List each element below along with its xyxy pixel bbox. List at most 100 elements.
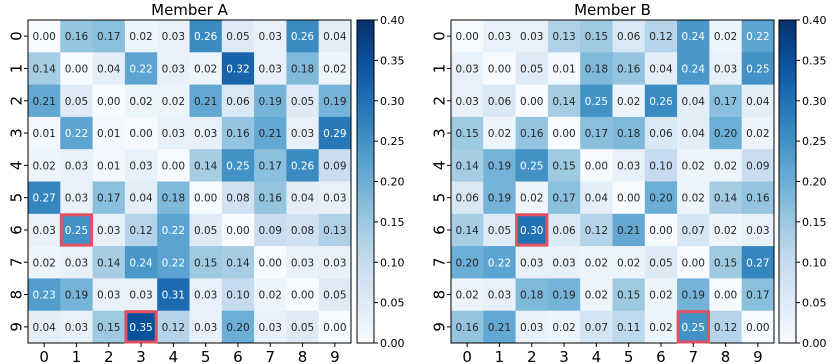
heatmap-cell (451, 84, 484, 118)
cell-value-label: 0.05 (323, 290, 346, 302)
heatmap-cell (28, 246, 61, 279)
cell-value-label: 0.22 (162, 225, 185, 237)
heatmap-panel-member-b: Member B 0.00 0.03 0.03 0.13 0.15 0.06 0.12 0.24… (431, 1, 827, 364)
cell-value-label: 0.03 (194, 322, 217, 334)
heatmap-cell (580, 181, 613, 215)
cell-value-label: 0.02 (617, 257, 640, 269)
y-tick-label: 0 (431, 31, 449, 41)
heatmap-cell (254, 20, 287, 53)
heatmap-cell (580, 278, 613, 312)
cell-value-label: 0.04 (129, 193, 153, 205)
heatmap-cell (124, 52, 158, 85)
heatmap-cell (547, 116, 581, 150)
cell-value-label: 0.15 (97, 322, 120, 334)
heatmap-cell (612, 84, 646, 118)
cell-value-label: 0.13 (552, 31, 575, 43)
cell-value-label: 0.05 (226, 31, 249, 43)
heatmap-cell (286, 181, 320, 215)
heatmap-cell (547, 52, 581, 85)
heatmap-cell (157, 52, 190, 85)
cell-value-label: 0.00 (162, 160, 185, 172)
cell-value-label: 0.01 (32, 128, 55, 140)
heatmap-cell (644, 52, 678, 85)
cell-value-label: 0.25 (226, 160, 249, 172)
heatmap-cell (28, 310, 61, 344)
colorbar-tick-label: 0.20 (802, 176, 827, 189)
cell-value-label: 0.20 (649, 193, 672, 205)
cell-value-label: 0.22 (65, 128, 88, 140)
heatmap-cell (92, 310, 126, 344)
heatmap-cell (612, 149, 646, 182)
heatmap-cell (318, 116, 352, 150)
cell-value-label: 0.04 (97, 63, 121, 75)
cell-value-label: 0.00 (291, 290, 314, 302)
cell-value-label: 0.00 (520, 96, 543, 108)
cell-value-label: 0.02 (162, 96, 185, 108)
cell-value-label: 0.00 (455, 31, 478, 43)
cell-value-label: 0.06 (226, 96, 250, 108)
cell-value-label: 0.15 (617, 290, 640, 302)
cell-value-label: 0.00 (746, 322, 769, 334)
colorbar (778, 19, 797, 344)
cell-value-label: 0.18 (520, 290, 543, 302)
heatmap-cell (515, 84, 549, 118)
cell-value-label: 0.16 (455, 322, 479, 334)
heatmap-cell (677, 84, 710, 118)
cell-value-label: 0.07 (585, 322, 608, 334)
heatmap-cell (612, 52, 646, 85)
highlight-box (59, 213, 94, 247)
y-tick-label: 4 (431, 161, 449, 171)
y-tick-label: 6 (431, 225, 449, 235)
cell-value-label: 0.10 (649, 160, 672, 172)
cell-value-label: 0.15 (194, 257, 217, 269)
cell-value-label: 0.11 (617, 322, 640, 334)
x-tick-label: 3 (559, 348, 569, 364)
cell-value-label: 0.32 (226, 63, 249, 75)
x-tick-label: 5 (201, 348, 211, 364)
heatmap-cell (221, 181, 255, 215)
heatmap-cell (157, 181, 190, 215)
colorbar-tick-label: 0.05 (380, 297, 405, 310)
cell-value-label: 0.22 (162, 257, 185, 269)
heatmap-panel-member-a: Member A 0.00 0.16 0.17 0.02 0.03 0.26 0.05 0.03… (8, 1, 405, 364)
cell-value-label: 0.14 (714, 193, 738, 205)
cell-value-label: 0.17 (714, 96, 737, 108)
cell-value-label: 0.26 (649, 96, 673, 108)
cell-value-label: 0.04 (291, 193, 315, 205)
cell-value-label: 0.03 (520, 257, 543, 269)
cell-value-label: 0.02 (32, 257, 55, 269)
colorbar-tick-label: 0.35 (380, 54, 405, 67)
cell-value-label: 0.02 (323, 63, 346, 75)
heatmap-cell (741, 84, 775, 118)
heatmap-cell (92, 52, 126, 85)
heatmap-cell (286, 52, 320, 85)
y-tick-label: 0 (8, 31, 26, 41)
heatmap-cell (254, 278, 287, 312)
heatmap-cell (515, 149, 549, 182)
heatmap-cell (644, 310, 678, 344)
cell-value-label: 0.20 (226, 322, 249, 334)
heatmap-cell (451, 310, 484, 344)
y-tick-label: 1 (431, 64, 449, 74)
x-tick-label: 3 (136, 348, 146, 364)
y-tick-label: 4 (8, 161, 26, 171)
cell-value-label: 0.04 (585, 193, 609, 205)
cell-value-label: 0.27 (32, 193, 55, 205)
cell-value-label: 0.14 (194, 160, 218, 172)
heatmap-cell (221, 278, 255, 312)
cell-value-label: 0.02 (520, 193, 543, 205)
cell-value-label: 0.03 (129, 290, 152, 302)
x-tick-label: 7 (688, 348, 698, 364)
heatmap-cell (677, 310, 710, 344)
cell-value-label: 0.00 (649, 225, 672, 237)
highlight-box (676, 310, 710, 344)
heatmap-cell (547, 246, 581, 279)
heatmap-cell (124, 20, 158, 53)
x-tick-label: 8 (298, 348, 308, 364)
heatmap-cell (644, 20, 678, 53)
cell-value-label: 0.20 (714, 128, 737, 140)
heatmap-cell (60, 20, 93, 53)
cell-value-label: 0.02 (455, 290, 478, 302)
heatmap-cell (451, 52, 484, 85)
heatmap-cell (124, 84, 158, 118)
